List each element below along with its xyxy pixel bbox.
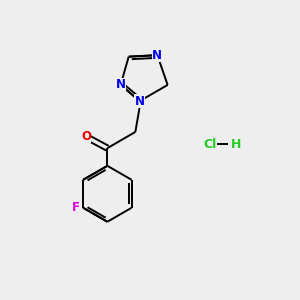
Text: F: F (72, 201, 80, 214)
Text: H: H (231, 138, 241, 151)
Text: N: N (135, 94, 145, 107)
Text: Cl: Cl (203, 138, 216, 151)
Text: N: N (152, 49, 162, 62)
Text: O: O (81, 130, 91, 143)
Text: N: N (116, 78, 126, 92)
